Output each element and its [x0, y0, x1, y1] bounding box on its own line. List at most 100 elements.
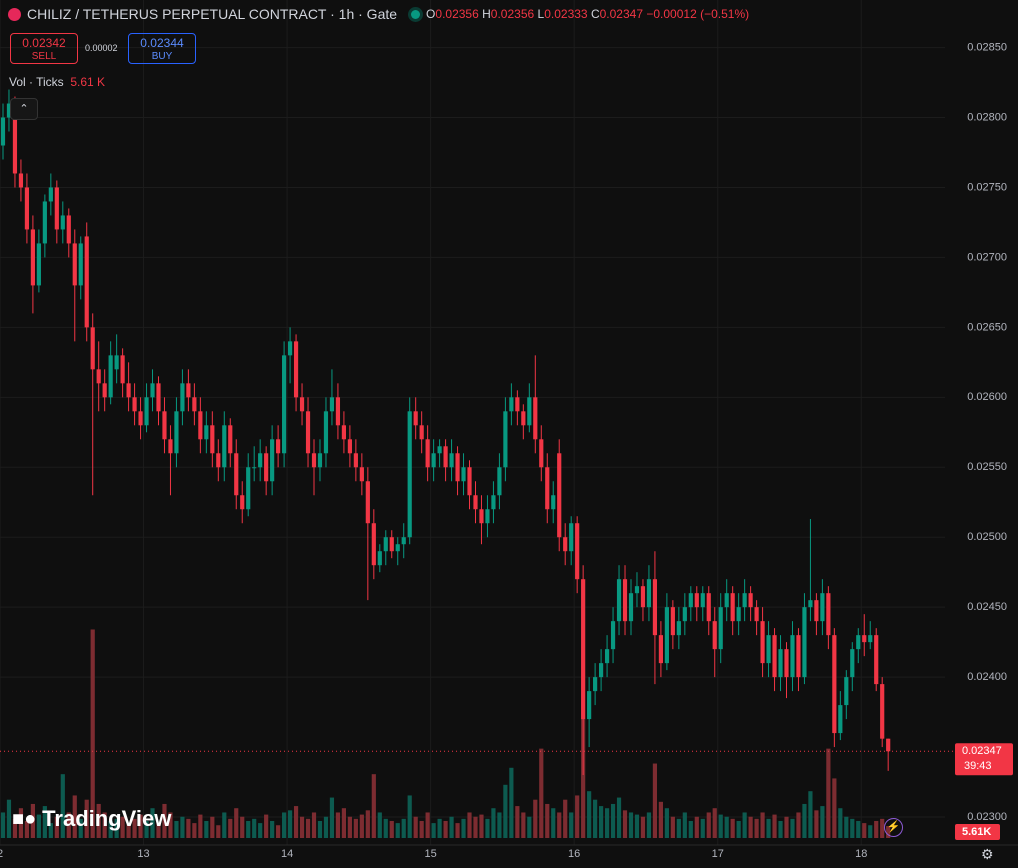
- volume-bar: [252, 818, 257, 838]
- volume-bar: [563, 799, 568, 838]
- candle-body: [856, 635, 861, 650]
- buy-button[interactable]: 0.02344 BUY: [128, 33, 196, 64]
- candle-body: [503, 411, 508, 468]
- volume-bar: [718, 814, 723, 838]
- candle-body: [581, 579, 586, 720]
- volume-bar: [790, 818, 795, 838]
- volume-bar: [527, 816, 532, 838]
- candle-body: [551, 495, 556, 510]
- volume-bar: [42, 806, 47, 838]
- replay-icon[interactable]: ⚡: [884, 818, 903, 837]
- candle-body: [347, 439, 352, 454]
- candle-body: [24, 187, 30, 230]
- candle-body: [820, 593, 825, 622]
- volume-bar: [694, 816, 699, 838]
- volume-bar: [377, 812, 382, 838]
- candle-body: [162, 411, 167, 440]
- candle-body: [455, 453, 460, 482]
- volume-bar: [461, 818, 466, 838]
- last-price-tag: [955, 743, 1013, 776]
- candle-body: [497, 467, 502, 496]
- candle-body: [353, 453, 358, 468]
- candle-body: [287, 341, 293, 356]
- volume-bar: [210, 816, 215, 838]
- volume-bar: [616, 797, 622, 838]
- volume-bar: [814, 810, 819, 838]
- candle-body: [222, 425, 227, 468]
- status-dot: [411, 9, 421, 19]
- volume-bar: [120, 816, 125, 838]
- volume-bar: [389, 820, 394, 838]
- candle-body: [120, 355, 125, 384]
- candle-body: [634, 586, 640, 594]
- y-tick-label: 0.02550: [967, 461, 1007, 473]
- candle-body: [18, 173, 24, 188]
- volume-bar: [778, 820, 783, 838]
- candle-body: [808, 600, 813, 608]
- candle-body: [96, 369, 101, 384]
- volume-bar: [497, 812, 502, 838]
- volume-bar: [754, 818, 759, 838]
- volume-bar: [784, 816, 789, 838]
- candle-body: [42, 201, 47, 244]
- volume-bar: [78, 818, 83, 838]
- volume-bar: [407, 795, 412, 838]
- volume-bar: [455, 823, 460, 838]
- candle-body: [240, 495, 245, 510]
- volume-bar: [30, 803, 35, 838]
- candle-body: [718, 607, 723, 650]
- volume-bar: [664, 808, 669, 838]
- volume-bar: [587, 791, 592, 838]
- candle-body: [293, 341, 299, 398]
- volume-bar: [264, 814, 269, 838]
- volume-bar: [222, 812, 227, 838]
- candle-body: [886, 738, 891, 752]
- volume-bar: [102, 812, 107, 838]
- candle-body: [12, 103, 18, 174]
- candle-body: [126, 383, 131, 398]
- watermark-text: TradingView: [42, 806, 172, 831]
- y-tick-label: 0.02750: [967, 181, 1007, 193]
- volume-bar: [682, 812, 687, 838]
- volume-bar: [742, 812, 747, 838]
- x-tick-label: 17: [712, 848, 724, 860]
- candle-body: [78, 243, 83, 286]
- volume-bar: [539, 748, 544, 838]
- title: CHILIZ / TETHERUS PERPETUAL CONTRACT · 1…: [27, 6, 398, 22]
- candle-body: [30, 229, 35, 286]
- volume-bar: [856, 820, 861, 838]
- watermark-logo: ■●: [12, 807, 37, 830]
- ohlc: O0.02356 H0.02356 L0.02333 C0.02347 −0.0…: [426, 7, 749, 21]
- volume-bar: [868, 825, 873, 838]
- candle-body: [569, 523, 574, 552]
- candle-body: [359, 467, 364, 482]
- h-label: H: [482, 7, 491, 21]
- candle-body: [276, 439, 281, 454]
- candle-body: [282, 355, 287, 454]
- volume-bar: [551, 808, 556, 838]
- candle-body: [862, 635, 867, 643]
- volume-bar: [138, 814, 143, 838]
- candle-body: [748, 593, 753, 608]
- sell-button[interactable]: 0.02342 SELL: [10, 33, 78, 64]
- volume-bar: [311, 812, 317, 838]
- candle-body: [54, 187, 59, 230]
- volume-bar: [246, 820, 251, 838]
- change-pct: (−0.51%): [700, 7, 750, 21]
- volume-bar: [401, 818, 406, 838]
- o-value: 0.02356: [435, 7, 479, 21]
- candle-body: [598, 663, 604, 678]
- candle-body: [431, 453, 436, 468]
- volume-bar: [437, 818, 442, 838]
- volume-bar: [317, 820, 323, 838]
- volume-bar: [467, 812, 472, 838]
- collapse-button[interactable]: ⌃: [10, 98, 38, 120]
- settings-icon[interactable]: ⚙: [981, 846, 994, 862]
- volume-bar: [204, 820, 209, 838]
- candle-body: [563, 537, 568, 552]
- candle-body: [48, 187, 53, 202]
- volume-bar: [688, 820, 693, 838]
- candle-body: [329, 397, 335, 412]
- candle-body: [688, 593, 693, 608]
- candle-body: [90, 327, 95, 370]
